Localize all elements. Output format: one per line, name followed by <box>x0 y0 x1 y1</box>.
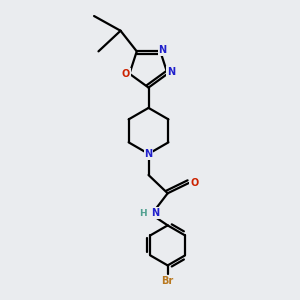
Text: N: N <box>159 45 167 55</box>
Text: O: O <box>190 178 198 188</box>
Text: H: H <box>140 208 147 217</box>
Text: N: N <box>167 67 175 77</box>
Text: O: O <box>122 69 130 79</box>
Text: N: N <box>151 208 159 218</box>
Text: N: N <box>145 149 153 159</box>
Text: Br: Br <box>161 276 174 286</box>
